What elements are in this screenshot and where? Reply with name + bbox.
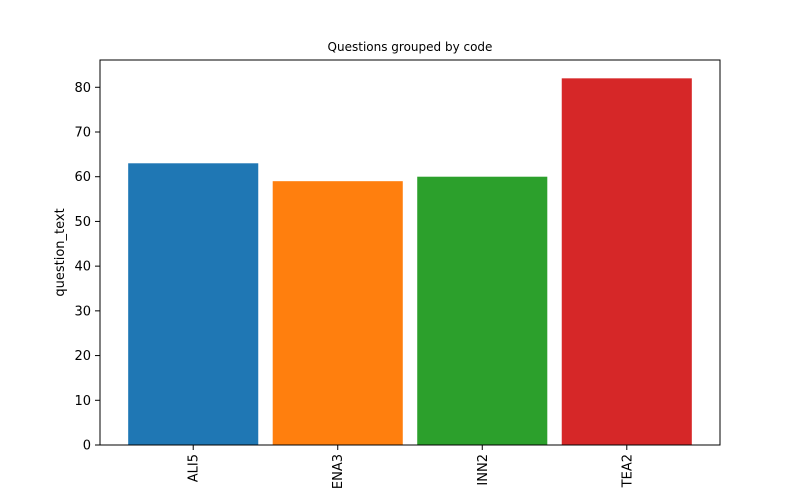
y-tick-label: 80 — [74, 81, 91, 96]
y-tick-label: 20 — [74, 349, 91, 364]
plot-frame — [99, 59, 721, 446]
bar-ali5 — [128, 163, 259, 446]
y-tick-label: 40 — [74, 260, 91, 275]
y-tick-label: 0 — [83, 439, 91, 454]
y-axis-title: question_text — [53, 208, 68, 296]
plot-area — [128, 78, 692, 446]
x-tick-label-inn2: INN2 — [476, 454, 491, 486]
x-axis: ALI5 ENA3 INN2 TEA2 — [187, 445, 635, 489]
y-axis: 0 10 20 30 40 50 60 70 80 — [74, 81, 100, 454]
bar-tea2 — [561, 78, 692, 445]
y-tick-label: 60 — [74, 170, 91, 185]
y-tick-label: 50 — [74, 215, 91, 230]
y-tick-label: 70 — [74, 125, 91, 140]
x-tick-label-ena3: ENA3 — [331, 454, 346, 489]
x-tick-label-tea2: TEA2 — [620, 454, 635, 488]
x-tick-label-ali5: ALI5 — [187, 454, 202, 482]
y-tick-label: 30 — [74, 304, 91, 319]
bar-ena3 — [272, 181, 403, 445]
chart-title: Questions grouped by code — [328, 40, 493, 54]
bar-inn2 — [417, 176, 548, 445]
y-tick-label: 10 — [74, 394, 91, 409]
